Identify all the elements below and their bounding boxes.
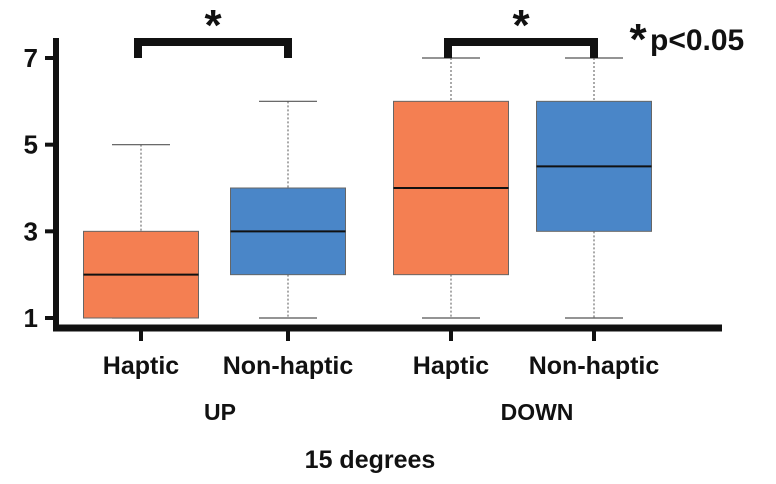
box-up-non-haptic	[230, 100, 346, 319]
boxes	[83, 57, 652, 319]
significance-bracket	[444, 38, 598, 58]
y-tick-label: 7	[24, 43, 38, 73]
significance-note: p<0.05	[650, 24, 744, 57]
significance-star: *	[512, 1, 530, 50]
group-labels: UP DOWN	[204, 399, 573, 425]
box-down-haptic	[393, 57, 509, 319]
box-up-haptic	[83, 144, 199, 319]
y-tick-label: 5	[24, 130, 38, 160]
x-tick-label: Haptic	[103, 352, 180, 380]
x-tick-label: Non-haptic	[529, 352, 660, 380]
significance-bracket	[134, 38, 292, 58]
axes	[53, 38, 722, 332]
box-down-non-haptic	[536, 57, 652, 319]
y-tick-label: 3	[24, 216, 38, 246]
x-axis-label: 15 degrees	[305, 446, 436, 474]
significance-note-star: *	[629, 15, 647, 64]
y-ticks: 1 3 5 7	[24, 43, 58, 333]
group-label-up: UP	[204, 399, 236, 425]
y-tick-label: 1	[24, 303, 38, 333]
significance-markers: * *	[134, 1, 598, 58]
group-label-down: DOWN	[501, 399, 574, 425]
x-tick-label: Non-haptic	[223, 352, 354, 380]
significance-star: *	[204, 1, 222, 50]
x-tick-label: Haptic	[413, 352, 490, 380]
x-ticks: Haptic Non-haptic Haptic Non-haptic	[103, 328, 660, 380]
